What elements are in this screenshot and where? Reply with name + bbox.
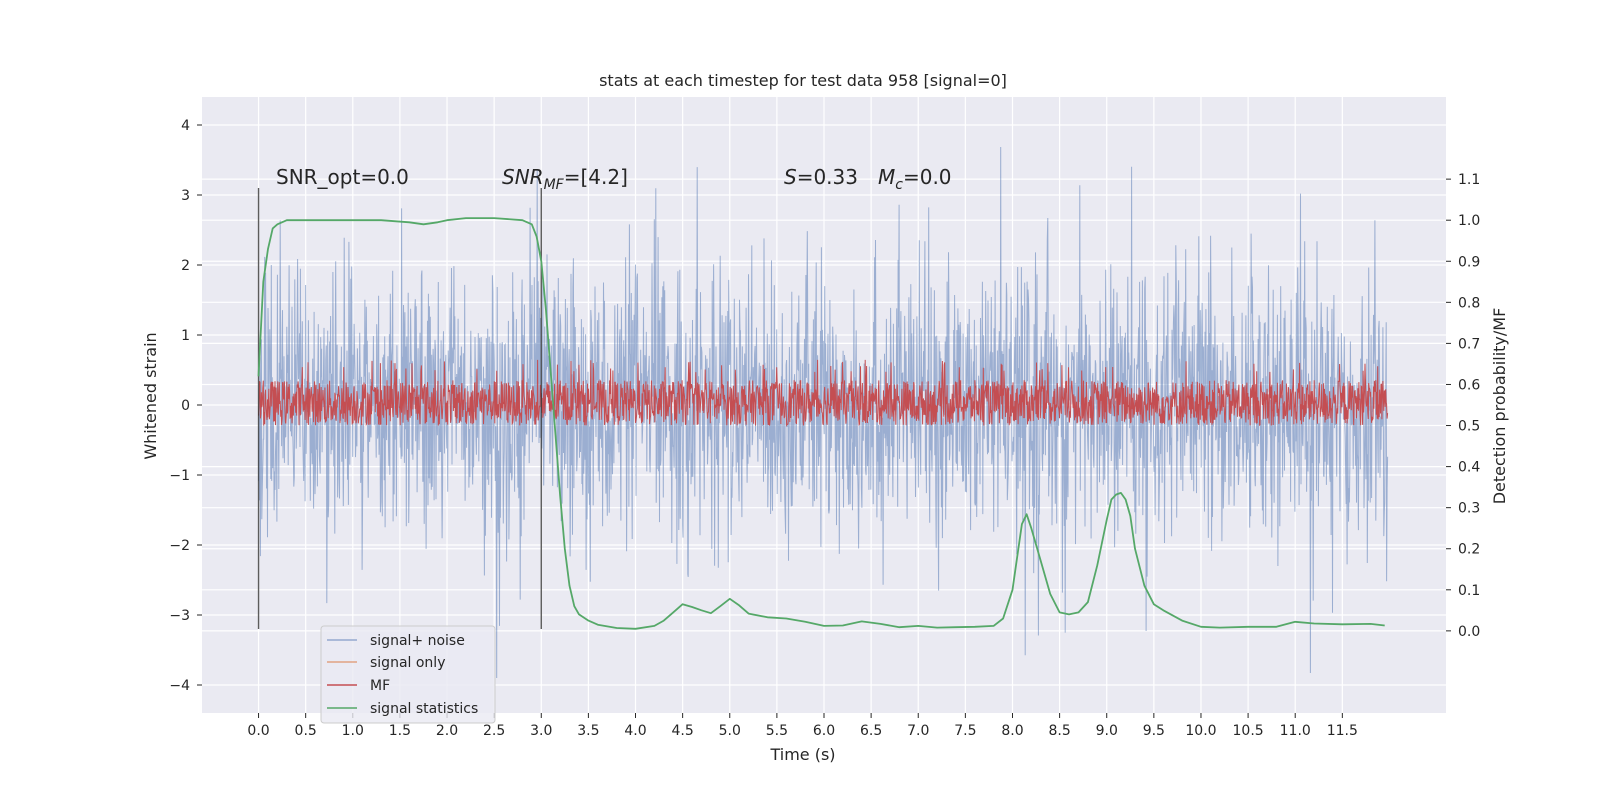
x-axis-label: Time (s) bbox=[769, 745, 835, 764]
annotation-snr-opt: SNR_opt=0.0 bbox=[276, 165, 409, 189]
y2-tick-label: 0.0 bbox=[1458, 624, 1480, 640]
y2-tick-label: 0.7 bbox=[1458, 336, 1480, 352]
x-tick-label: 0.5 bbox=[295, 723, 317, 739]
x-tick-label: 8.0 bbox=[1001, 723, 1023, 739]
y2-tick-label: 1.0 bbox=[1458, 213, 1480, 229]
signal-statistics-series bbox=[257, 217, 1385, 630]
x-tick-label: 8.5 bbox=[1048, 723, 1070, 739]
x-tick-label: 1.0 bbox=[342, 723, 364, 739]
signal-noise-series bbox=[258, 146, 1389, 679]
mf-series bbox=[258, 359, 1389, 427]
y-tick-label: 0 bbox=[181, 398, 190, 414]
s-symbol: S bbox=[784, 165, 797, 189]
y-axis-ticks: 4 3 2 1 0 −1 −2 −3 −4 bbox=[169, 118, 202, 694]
x-tick-label: 3.0 bbox=[530, 723, 552, 739]
y-axis-label: Whitened strain bbox=[141, 332, 160, 459]
x-tick-label: 0.0 bbox=[247, 723, 269, 739]
x-tick-label: 11.0 bbox=[1280, 723, 1311, 739]
y2-axis-label: Detection probability/MF bbox=[1490, 308, 1509, 505]
y-tick-label: −2 bbox=[169, 538, 190, 554]
x-tick-label: 7.0 bbox=[907, 723, 929, 739]
mc-symbol: M bbox=[878, 165, 895, 189]
y2-tick-label: 0.2 bbox=[1458, 542, 1480, 558]
legend: signal+ noise signal only MF signal stat… bbox=[320, 625, 496, 724]
y2-tick-label: 0.8 bbox=[1458, 295, 1480, 311]
x-tick-label: 10.5 bbox=[1233, 723, 1264, 739]
chart-title: stats at each timestep for test data 958… bbox=[599, 71, 1007, 90]
y2-axis-ticks: 1.1 1.0 0.9 0.8 0.7 0.6 0.5 0.4 0.3 0.2 0.1 0.0 bbox=[1446, 172, 1480, 640]
y-tick-label: −1 bbox=[169, 468, 190, 484]
mc-subscript: c bbox=[895, 177, 903, 193]
snr-mf-symbol: SNR bbox=[502, 165, 544, 189]
x-tick-label: 2.0 bbox=[436, 723, 458, 739]
x-tick-label: 3.5 bbox=[577, 723, 599, 739]
y2-tick-label: 0.6 bbox=[1458, 377, 1480, 393]
x-tick-label: 10.0 bbox=[1185, 723, 1216, 739]
y2-tick-label: 0.1 bbox=[1458, 583, 1480, 599]
legend-box bbox=[320, 625, 496, 724]
mc-value: =0.0 bbox=[903, 165, 952, 189]
x-tick-label: 5.0 bbox=[719, 723, 741, 739]
legend-label-signal-statistics: signal statistics bbox=[370, 701, 478, 717]
x-tick-label: 9.0 bbox=[1096, 723, 1118, 739]
annotation-s: S=0.33 bbox=[784, 165, 858, 189]
y-tick-label: 2 bbox=[181, 258, 190, 274]
y-tick-label: 1 bbox=[181, 328, 190, 344]
x-tick-label: 11.5 bbox=[1327, 723, 1358, 739]
y-tick-label: 4 bbox=[181, 118, 190, 134]
y-tick-label: −4 bbox=[169, 678, 190, 694]
x-tick-label: 4.0 bbox=[624, 723, 646, 739]
y-tick-label: −3 bbox=[169, 608, 190, 624]
x-axis-ticks: 0.0 0.5 1.0 1.5 2.0 2.5 3.0 3.5 4.0 4.5 5.0 5.5 6.0 6… bbox=[247, 713, 1358, 739]
x-tick-label: 9.5 bbox=[1143, 723, 1165, 739]
x-tick-label: 7.5 bbox=[954, 723, 976, 739]
x-tick-label: 6.0 bbox=[813, 723, 835, 739]
s-value: =0.33 bbox=[797, 165, 858, 189]
signal-noise-line bbox=[258, 146, 1389, 679]
y2-tick-label: 0.9 bbox=[1458, 254, 1480, 270]
legend-label-mf: MF bbox=[370, 678, 390, 694]
x-tick-label: 2.5 bbox=[483, 723, 505, 739]
annotation-snr-mf: SNRMF=[4.2] bbox=[502, 165, 628, 193]
y2-tick-label: 1.1 bbox=[1458, 172, 1480, 188]
x-tick-label: 6.5 bbox=[860, 723, 882, 739]
snr-mf-value: =[4.2] bbox=[564, 165, 628, 189]
y2-tick-label: 0.4 bbox=[1458, 460, 1480, 476]
y-tick-label: 3 bbox=[181, 188, 190, 204]
x-tick-label: 1.5 bbox=[389, 723, 411, 739]
x-tick-label: 5.5 bbox=[766, 723, 788, 739]
snr-mf-subscript: MF bbox=[544, 177, 565, 193]
mf-line bbox=[258, 359, 1389, 427]
x-tick-label: 4.5 bbox=[672, 723, 694, 739]
y2-tick-label: 0.5 bbox=[1458, 419, 1480, 435]
signal-statistics-line bbox=[257, 217, 1385, 630]
legend-label-signal-only: signal only bbox=[370, 655, 445, 671]
annotation-mc: Mc=0.0 bbox=[878, 165, 952, 193]
y2-tick-label: 0.3 bbox=[1458, 501, 1480, 517]
legend-label-signal-noise: signal+ noise bbox=[370, 633, 465, 649]
